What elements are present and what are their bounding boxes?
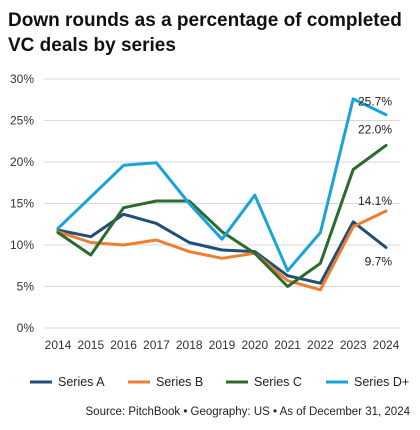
y-tick-label: 25% <box>10 114 34 128</box>
series-lines <box>56 97 388 292</box>
x-tick-label: 2020 <box>241 338 268 352</box>
y-tick-label: 5% <box>17 280 35 294</box>
x-axis-ticks: 2014 2015 2016 2017 2018 2019 2020 2021 2022 2023… <box>45 338 400 352</box>
end-label: 9.7% <box>365 254 393 268</box>
end-label: 22.0% <box>358 122 392 136</box>
series-line-series-b <box>56 209 388 292</box>
legend-label: Series A <box>58 375 105 389</box>
x-tick-label: 2023 <box>340 338 367 352</box>
x-tick-label: 2014 <box>45 338 72 352</box>
source-note: Source: PitchBook • Geography: US • As o… <box>85 406 410 418</box>
x-tick-label: 2016 <box>110 338 137 352</box>
x-tick-label: 2017 <box>143 338 170 352</box>
y-tick-label: 30% <box>10 72 34 86</box>
x-tick-label: 2019 <box>209 338 236 352</box>
y-tick-label: 0% <box>17 321 35 335</box>
gridlines <box>44 78 400 329</box>
y-tick-label: 20% <box>10 155 34 169</box>
x-tick-label: 2015 <box>77 338 104 352</box>
end-label: 25.7% <box>358 95 392 109</box>
x-tick-label: 2018 <box>176 338 203 352</box>
y-tick-label: 15% <box>10 197 34 211</box>
chart-title: Down rounds as a percentage of completed… <box>8 10 402 56</box>
y-axis-ticks: 0% 5% 10% 15% 20% 25% 30% <box>10 72 34 335</box>
end-labels: 9.7% 14.1% 22.0% 25.7% <box>358 95 392 269</box>
legend-label: Series B <box>156 375 203 389</box>
end-label: 14.1% <box>358 194 392 208</box>
x-tick-label: 2024 <box>373 338 400 352</box>
legend-label: Series D+ <box>354 375 409 389</box>
legend: Series A Series B Series C Series D+ <box>30 375 409 389</box>
series-line-series-d <box>56 97 388 273</box>
x-tick-label: 2021 <box>274 338 301 352</box>
legend-label: Series C <box>254 375 302 389</box>
x-tick-label: 2022 <box>307 338 334 352</box>
series-line-series-a <box>56 212 388 285</box>
y-tick-label: 10% <box>10 238 34 252</box>
series-line-series-c <box>56 143 388 288</box>
